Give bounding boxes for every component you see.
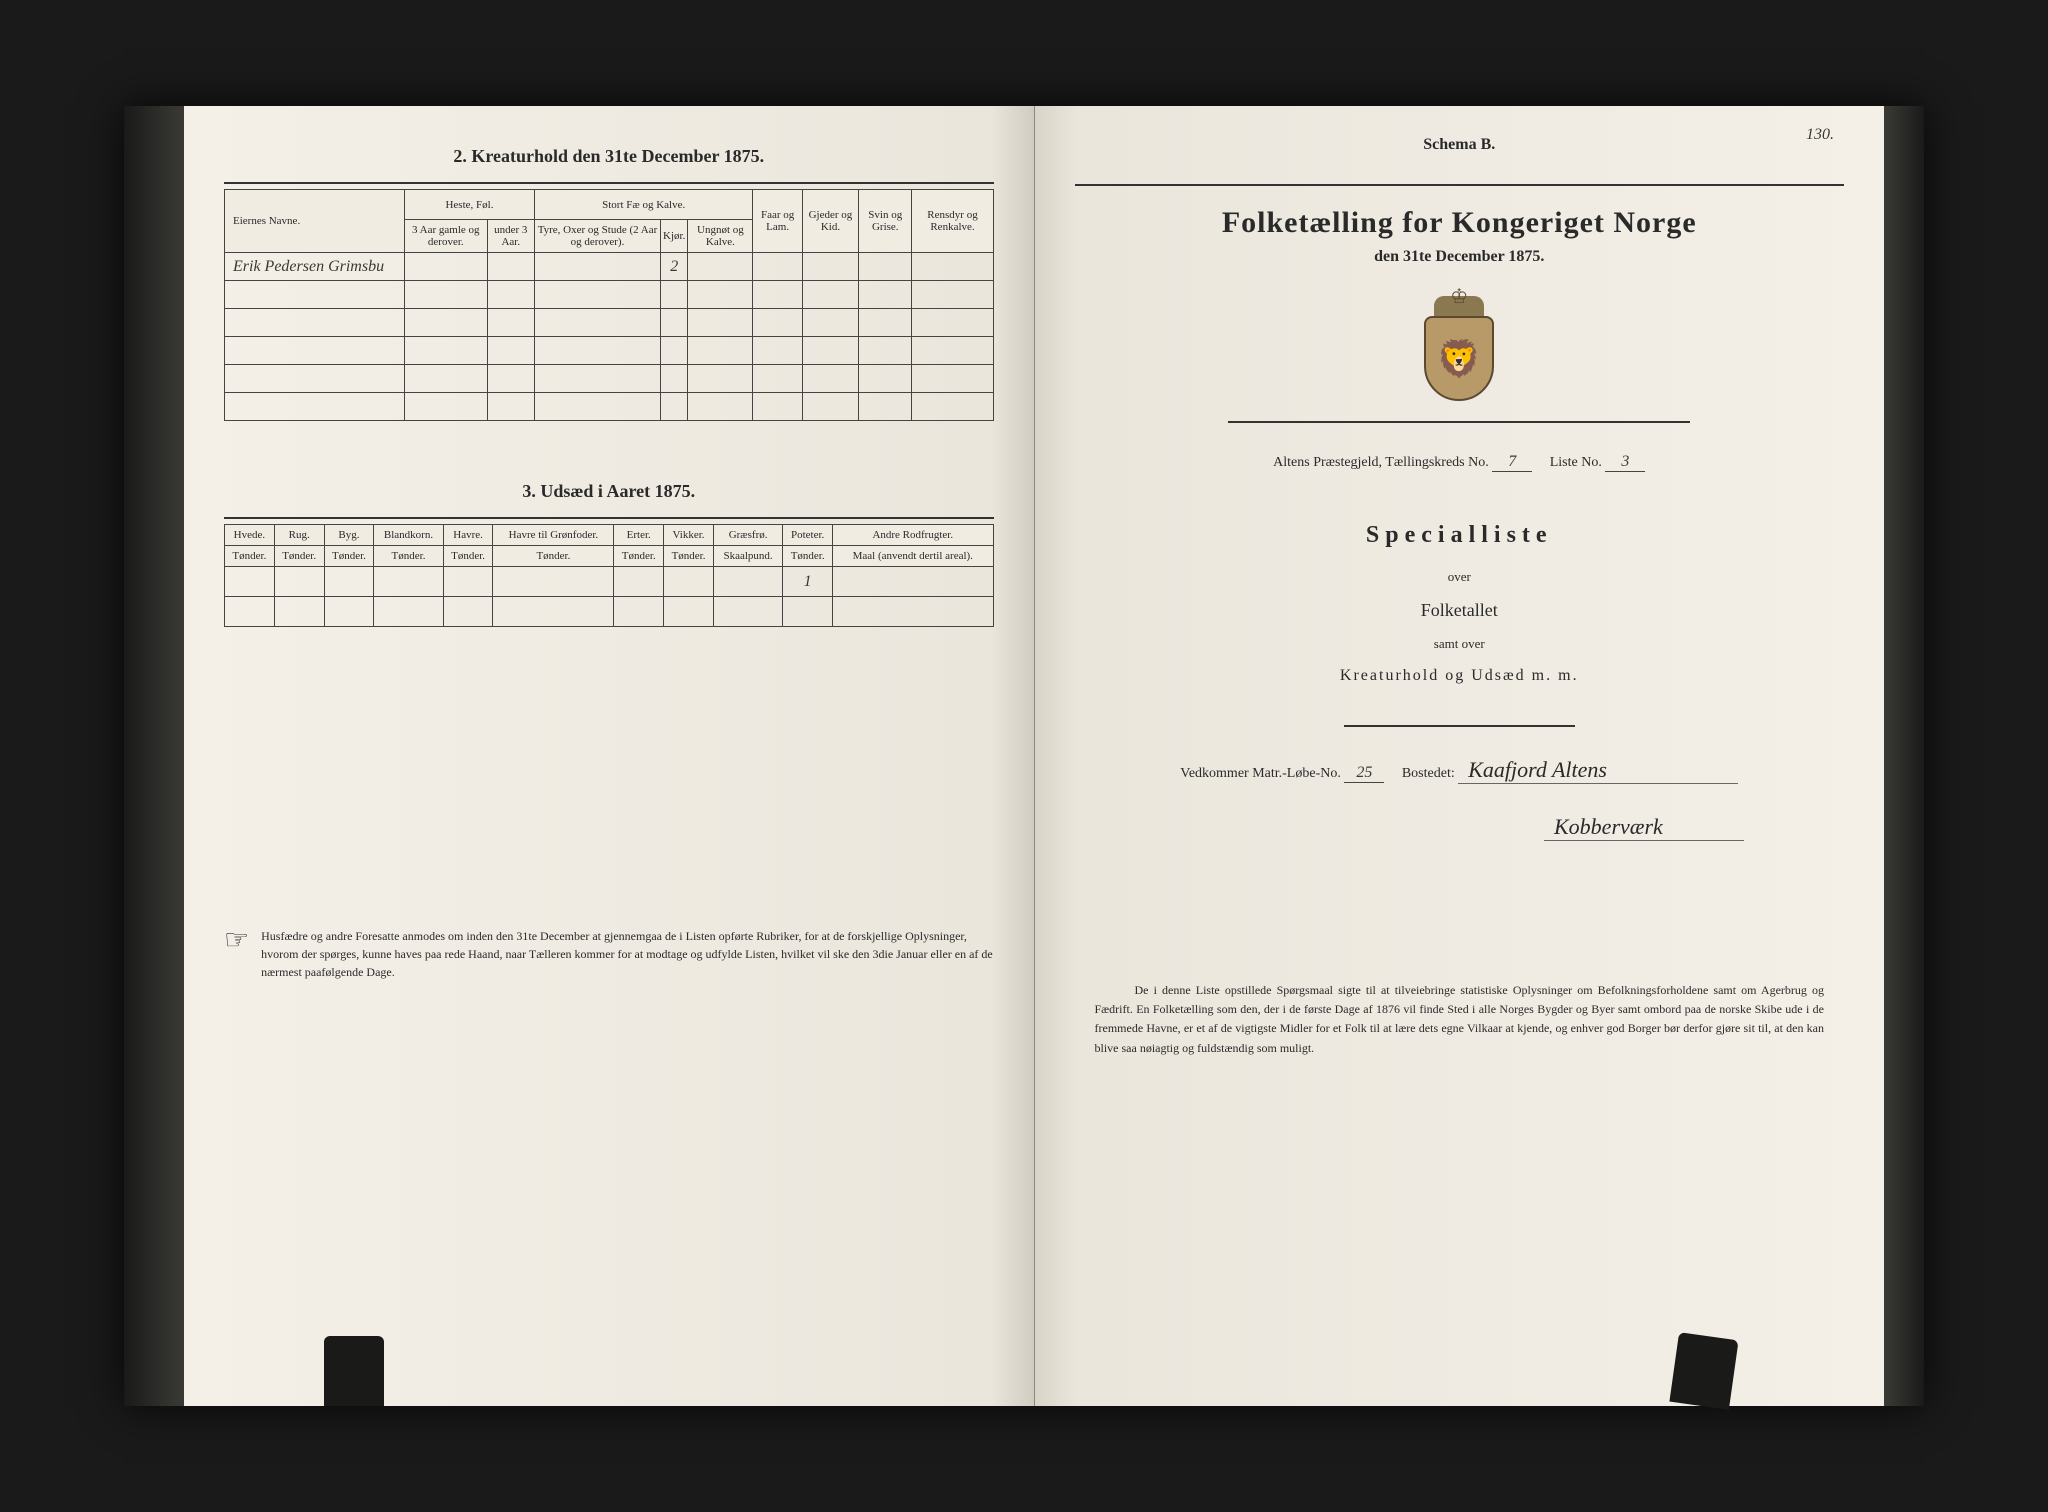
table-row [225,365,994,393]
samt-label: samt over [1075,636,1845,652]
th-sub: Tønder. [443,546,493,567]
bottom-paragraph: De i denne Liste opstillede Spørgsmaal s… [1075,981,1845,1058]
coat-of-arms-icon: 🦁 [1075,296,1845,401]
th-graes: Græsfrø. [713,525,782,546]
table-row: 1 [225,567,994,597]
th-faar: Faar og Lam. [753,190,802,253]
th-sub: Tønder. [225,546,275,567]
bosted-value2: Kobberværk [1544,814,1744,841]
th-sub: Tønder. [614,546,664,567]
th-havre: Havre. [443,525,493,546]
th-heste1: 3 Aar gamle og derover. [405,220,488,253]
spine-left [124,106,184,1406]
th-sub: Tønder. [783,546,833,567]
folketallet-label: Folketallet [1075,600,1845,621]
th-rug: Rug. [274,525,324,546]
divider [1344,725,1575,727]
th-sub: Tønder. [374,546,443,567]
specialliste-title: Specialliste [1075,522,1845,549]
kreatur-label: Kreaturhold og Udsæd m. m. [1075,667,1845,685]
livestock-table: Eiernes Navne. Heste, Føl. Stort Fæ og K… [224,189,994,421]
divider [224,182,994,184]
th-stort2: Kjør. [661,220,688,253]
table-row [225,281,994,309]
th-sub: Skaalpund. [713,546,782,567]
poteter-value: 1 [783,567,833,597]
matr-line: Vedkommer Matr.-Løbe-No. 25 Bostedet: Ka… [1075,757,1845,784]
bosted-value: Kaafjord Altens [1458,757,1738,784]
left-page: 2. Kreaturhold den 31te December 1875. E… [184,106,1035,1406]
th-name: Eiernes Navne. [225,190,405,253]
notice-box: ☞ Husfædre og andre Foresatte anmodes om… [224,927,994,981]
table-row: Erik Pedersen Grimsbu 2 [225,253,994,281]
th-erter: Erter. [614,525,664,546]
table-row [225,597,994,627]
th-sub: Tønder. [274,546,324,567]
th-stort3: Ungnøt og Kalve. [688,220,753,253]
over-label: over [1075,569,1845,585]
divider [1228,421,1690,423]
notice-text: Husfædre og andre Foresatte anmodes om i… [261,927,993,981]
th-stort1: Tyre, Oxer og Stude (2 Aar og derover). [534,220,660,253]
divider [1075,184,1845,186]
th-rens: Rensdyr og Renkalve. [912,190,993,253]
table-row [225,393,994,421]
seed-table: Hvede. Rug. Byg. Blandkorn. Havre. Havre… [224,524,994,627]
matr-no: 25 [1344,764,1384,783]
parish-line: Altens Præstegjeld, Tællingskreds No. 7 … [1075,453,1845,472]
kjor-value: 2 [661,253,688,281]
binder-clip [1669,1332,1738,1410]
th-sub: Tønder. [493,546,614,567]
main-title: Folketælling for Kongeriget Norge [1075,206,1845,240]
th-sub: Maal (anvendt dertil areal). [833,546,993,567]
th-heste2: under 3 Aar. [487,220,534,253]
bosted-line2: Kobberværk [1075,814,1845,841]
th-andre: Andre Rodfrugter. [833,525,993,546]
liste-label: Liste No. [1550,455,1602,470]
th-sub: Tønder. [664,546,714,567]
divider [224,517,994,519]
parish-prefix: Altens Præstegjeld, Tællingskreds No. [1273,455,1489,470]
schema-label: Schema B. [1075,136,1845,154]
th-poteter: Poteter. [783,525,833,546]
right-page: 130. Schema B. Folketælling for Kongerig… [1035,106,1885,1406]
th-stort: Stort Fæ og Kalve. [534,190,753,220]
th-hvede: Hvede. [225,525,275,546]
pointer-icon: ☞ [224,927,249,981]
subtitle: den 31te December 1875. [1075,248,1845,266]
th-svin: Svin og Grise. [859,190,912,253]
section2-title: 2. Kreaturhold den 31te December 1875. [224,146,994,167]
table-row [225,337,994,365]
binder-clip [324,1336,384,1406]
th-sub: Tønder. [324,546,374,567]
spine-right [1884,106,1924,1406]
th-byg: Byg. [324,525,374,546]
section3-title: 3. Udsæd i Aaret 1875. [224,481,994,502]
page-number: 130. [1806,126,1834,144]
owner-name: Erik Pedersen Grimsbu [225,253,405,281]
th-vikker: Vikker. [664,525,714,546]
matr-label: Vedkommer Matr.-Løbe-No. [1180,766,1341,781]
th-bland: Blandkorn. [374,525,443,546]
th-havre-gron: Havre til Grønfoder. [493,525,614,546]
kreds-no: 7 [1492,453,1532,472]
th-gjed: Gjeder og Kid. [802,190,858,253]
th-heste: Heste, Føl. [405,190,535,220]
table-row [225,309,994,337]
bosted-label: Bostedet: [1402,766,1455,781]
book-spread: 2. Kreaturhold den 31te December 1875. E… [124,106,1924,1406]
liste-no: 3 [1605,453,1645,472]
